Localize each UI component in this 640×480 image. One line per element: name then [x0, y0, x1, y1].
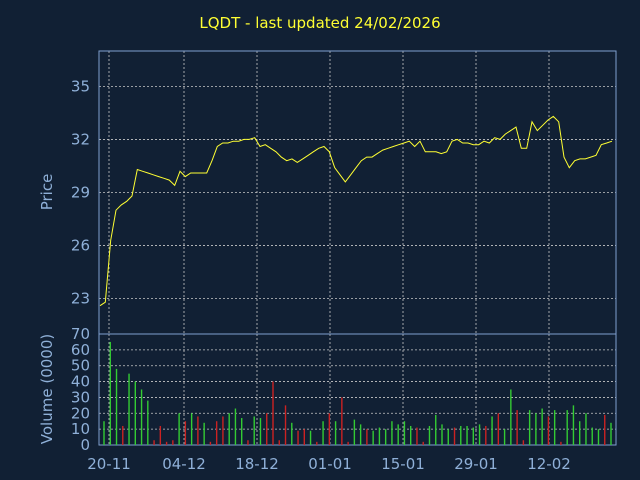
volume-tick-label: 20: [71, 404, 90, 422]
price-axis-ticks: 23 26 29 32 35: [71, 77, 90, 307]
date-tick-label: 18-12: [235, 455, 279, 473]
volume-tick-label: 60: [71, 341, 90, 359]
price-tick-label: 35: [71, 77, 90, 95]
date-tick-label: 12-02: [527, 455, 571, 473]
volume-tick-label: 40: [71, 373, 90, 391]
date-tick-label: 01-01: [308, 455, 352, 473]
date-tick-label: 29-01: [454, 455, 498, 473]
price-tick-label: 32: [71, 130, 90, 148]
volume-tick-label: 50: [71, 357, 90, 375]
volume-axis-label: Volume (0000): [38, 334, 56, 444]
volume-panel-frame: [98, 333, 617, 446]
volume-tick-label: 70: [71, 325, 90, 343]
volume-gridlines: [99, 334, 616, 445]
date-tick-label: 15-01: [381, 455, 425, 473]
date-tick-label: 20-11: [87, 455, 131, 473]
price-line: [99, 115, 613, 307]
price-tick-label: 23: [71, 290, 90, 308]
volume-tick-label: 30: [71, 388, 90, 406]
date-tick-label: 04-12: [162, 455, 206, 473]
volume-tick-label: 10: [71, 420, 90, 438]
chart-title: LQDT - last updated 24/02/2026: [199, 14, 441, 32]
price-gridlines: [99, 51, 616, 334]
price-tick-label: 29: [71, 184, 90, 202]
volume-bars: [103, 341, 612, 445]
price-axis-label: Price: [38, 174, 56, 211]
volume-tick-label: 0: [80, 436, 90, 454]
date-axis-ticks: 20-11 04-12 18-12 01-01 15-01 29-01 12-02: [87, 455, 571, 473]
price-tick-label: 26: [71, 237, 90, 255]
